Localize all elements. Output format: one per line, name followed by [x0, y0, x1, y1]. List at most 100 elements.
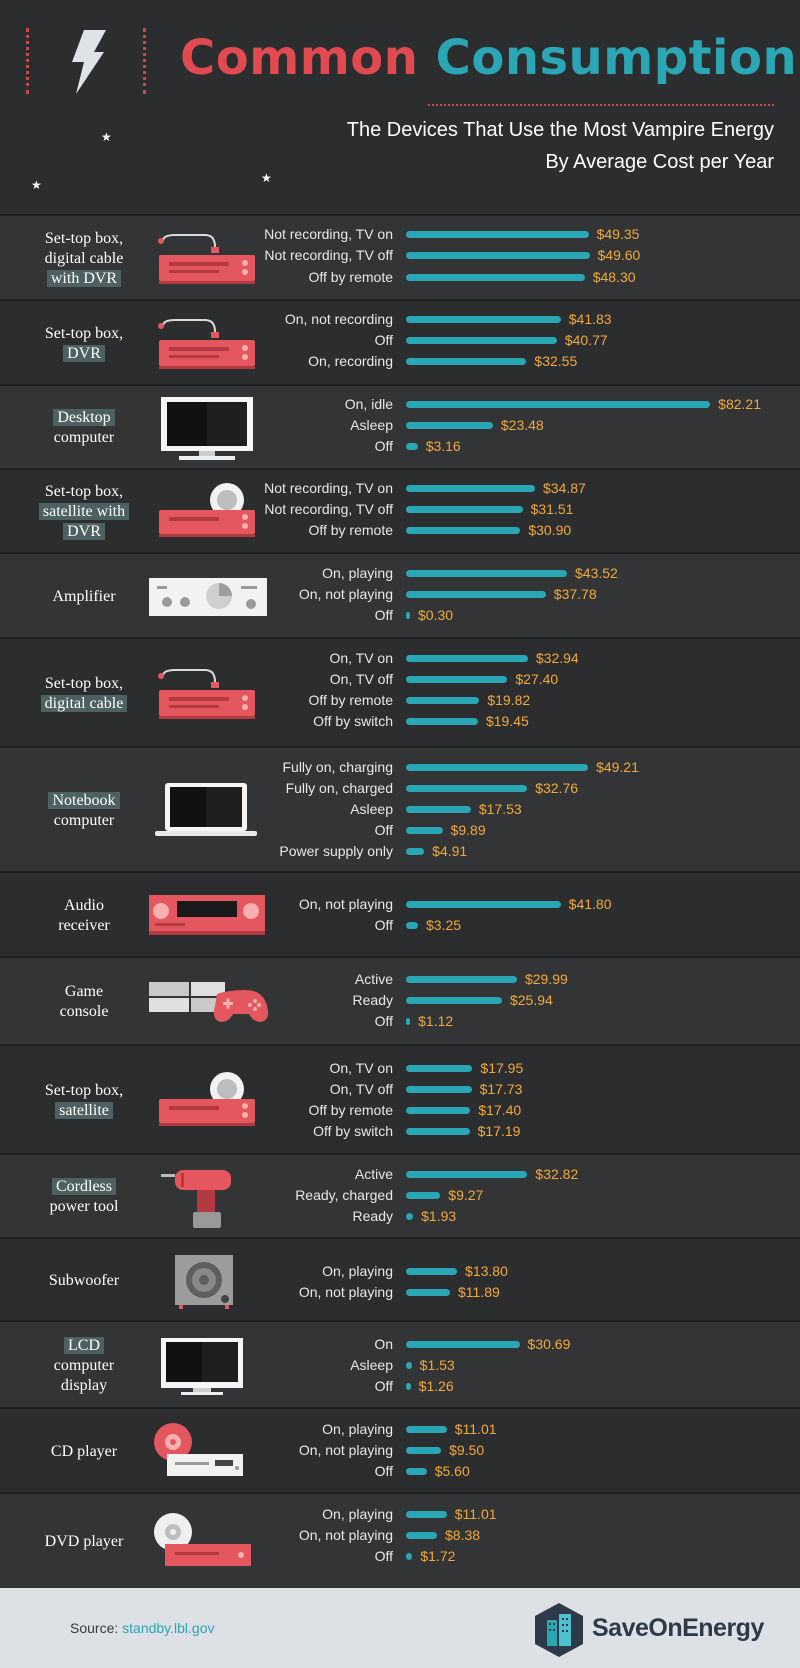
device-name-line: satellite	[55, 1101, 113, 1119]
mode-label: Ready	[352, 1208, 393, 1224]
device-name: Set-top box, digital cable	[20, 674, 148, 714]
mode-label: Active	[354, 1166, 393, 1182]
mode-label: On, playing	[322, 1506, 393, 1522]
cost-value-label: $49.35	[596, 226, 640, 242]
cost-value-label: $40.77	[564, 332, 608, 348]
device-name-line: console	[59, 1003, 109, 1020]
satellite-box-icon	[145, 482, 271, 547]
decorative-dotted-line	[26, 28, 29, 94]
cost-bar	[406, 443, 418, 450]
mode-label: On, playing	[322, 1421, 393, 1437]
cost-value-label: $4.91	[432, 843, 468, 859]
mode-label: Ready, charged	[295, 1187, 393, 1203]
device-name-line: DVD player	[44, 1533, 124, 1550]
device-row: LCD computer display On $30.69 Asleep $1.53 Of…	[0, 1320, 800, 1409]
mode-label: Off	[374, 1548, 393, 1564]
cost-bar	[406, 570, 568, 577]
cost-bar	[406, 997, 502, 1004]
mode-label: On, not playing	[298, 896, 393, 912]
mode-label: On, not playing	[298, 586, 393, 602]
subtitle-line-2: By Average Cost per Year	[545, 151, 774, 173]
cost-value-label: $1.26	[418, 1378, 454, 1394]
star-icon: ★	[261, 171, 272, 185]
header: Common Consumption The Devices That Use …	[0, 0, 800, 214]
device-name: Cordless power tool	[20, 1177, 148, 1217]
lightning-bolt-icon	[72, 30, 106, 94]
mode-label: On, recording	[308, 353, 393, 369]
cost-bar	[406, 764, 589, 771]
cost-bar	[406, 316, 561, 323]
mode-label: Power supply only	[279, 843, 393, 859]
title-underline	[428, 104, 774, 106]
cost-value-label: $19.45	[485, 713, 529, 729]
mode-label: Off	[374, 1013, 393, 1029]
cost-bar	[406, 1447, 442, 1454]
mode-label: On, TV off	[329, 671, 393, 687]
title-word-consumption: Consumption	[435, 30, 798, 86]
settop-box-icon	[145, 664, 271, 729]
cost-value-label: $82.21	[718, 396, 761, 412]
cost-value-label: $48.30	[592, 269, 636, 285]
mode-label: On, TV on	[329, 1060, 393, 1076]
mode-label: Not recording, TV on	[264, 226, 393, 242]
cost-bar	[406, 1341, 520, 1348]
cost-bar	[406, 231, 589, 238]
device-name: Desktop computer	[20, 408, 148, 448]
cost-value-label: $9.50	[449, 1442, 485, 1458]
settop-box-icon	[145, 229, 271, 294]
cost-bar	[406, 337, 557, 344]
device-row: Game console Active $29.99 Ready $25.94 Off $1…	[0, 956, 800, 1046]
cost-bar	[406, 1107, 471, 1114]
device-name: Game console	[20, 982, 148, 1022]
mode-label: On, not playing	[298, 1527, 393, 1543]
cost-bar	[406, 1171, 528, 1178]
device-name-line: digital cable	[44, 249, 124, 267]
device-name: Set-top box, satellite with DVR	[20, 482, 148, 542]
device-name-line: Set-top box,	[44, 324, 124, 342]
cost-bar	[406, 358, 527, 365]
mode-label: On, TV on	[329, 650, 393, 666]
footer: Source: standby.lbl.gov SaveOnEnergy	[0, 1588, 800, 1668]
mode-label: On, not playing	[298, 1284, 393, 1300]
cost-value-label: $8.38	[445, 1527, 481, 1543]
device-name-line: Set-top box,	[44, 229, 124, 247]
mode-label: Off	[374, 332, 393, 348]
mode-label: On, not recording	[284, 311, 393, 327]
cost-value-label: $5.60	[434, 1463, 470, 1479]
mode-label: Not recording, TV off	[264, 501, 393, 517]
cost-value-label: $17.73	[479, 1081, 523, 1097]
device-name-line: satellite with	[38, 503, 130, 520]
cost-bar	[406, 1192, 441, 1199]
device-row: Set-top box, digital cable with DVR Not re…	[0, 214, 800, 301]
source-link[interactable]: standby.lbl.gov	[122, 1620, 215, 1636]
cost-value-label: $1.93	[421, 1208, 457, 1224]
device-row: Set-top box, digital cable On, TV on $32.9…	[0, 637, 800, 748]
device-name-line: Set-top box,	[44, 483, 124, 500]
cost-bar	[406, 1426, 447, 1433]
cost-value-label: $11.01	[454, 1421, 497, 1437]
device-name-line: Notebook	[48, 791, 120, 809]
mode-label: On, idle	[344, 396, 393, 412]
cost-value-label: $17.19	[477, 1123, 521, 1139]
mode-label: Not recording, TV off	[264, 247, 393, 263]
cost-value-label: $0.30	[418, 607, 454, 623]
cost-value-label: $32.94	[535, 650, 579, 666]
device-name-line: power tool	[49, 1198, 119, 1215]
device-name-line: Desktop	[53, 409, 115, 426]
device-name-line: Set-top box,	[44, 1081, 124, 1099]
mode-label: Fully on, charged	[285, 780, 393, 796]
cost-bar	[406, 1383, 411, 1390]
device-row: Notebook computer Fully on, charging $49.2…	[0, 746, 800, 873]
device-name: Subwoofer	[20, 1271, 148, 1291]
mode-label: Active	[354, 971, 393, 987]
mode-label: On, TV off	[329, 1081, 393, 1097]
desktop-monitor-icon	[145, 395, 271, 466]
device-name-line: LCD	[64, 1336, 104, 1354]
device-row: Cordless power tool Active $32.82 Ready, ch…	[0, 1153, 800, 1239]
cost-bar	[406, 1362, 412, 1369]
cost-bar	[406, 655, 528, 662]
cost-value-label: $32.55	[534, 353, 578, 369]
game-console-icon	[145, 974, 271, 1035]
cost-value-label: $29.99	[524, 971, 568, 987]
device-name: DVD player	[20, 1532, 148, 1552]
